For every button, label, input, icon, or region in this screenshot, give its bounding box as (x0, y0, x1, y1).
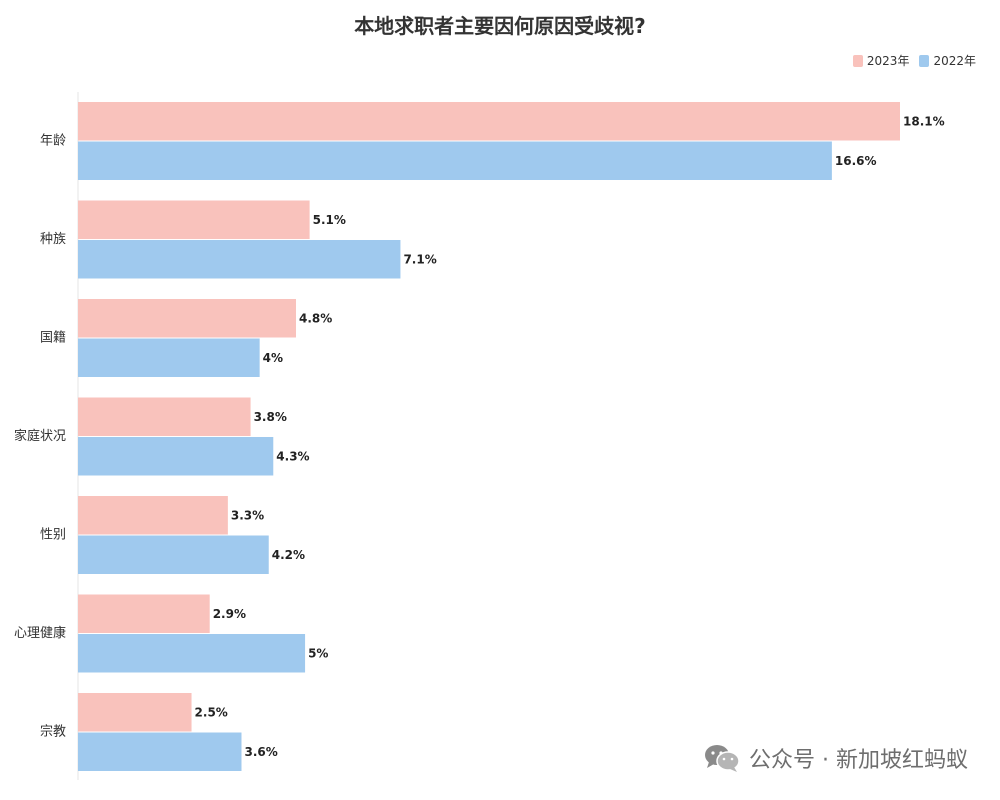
category-label: 性别 (40, 528, 66, 543)
data-label: 3.8% (254, 410, 287, 424)
bar-2023 (78, 102, 900, 141)
category-label: 宗教 (40, 724, 66, 740)
category-label: 心理健康 (14, 625, 66, 641)
bar-2022 (78, 634, 306, 673)
legend-label-2023: 2023年 (866, 54, 910, 68)
legend-item-2022: 2022年 (919, 52, 976, 69)
legend-swatch-2022 (919, 54, 930, 67)
data-label: 4.8% (299, 311, 332, 325)
data-label: 16.6% (835, 154, 877, 168)
chart-title: 本地求职者主要因何原因受歧视? (354, 14, 646, 38)
bar-2022 (78, 240, 401, 279)
data-label: 3.6% (244, 745, 277, 759)
data-label: 18.1% (903, 114, 945, 128)
legend-swatch-2023 (852, 54, 863, 67)
data-label: 4% (263, 351, 283, 365)
category-label: 家庭状况 (14, 428, 66, 444)
bar-2023 (78, 693, 192, 732)
data-label: 3.3% (231, 508, 264, 522)
category-label: 种族 (40, 231, 66, 247)
data-label: 2.9% (213, 607, 246, 621)
legend-item-2023: 2023年 (852, 52, 910, 69)
watermark-text: 公众号 · 新加坡红蚂蚁 (749, 748, 968, 773)
chart-legend: 2023年 2022年 (852, 52, 976, 69)
bar-2023 (78, 496, 228, 535)
bar-2022 (78, 141, 832, 180)
data-label: 5% (308, 646, 328, 660)
bar-2022 (78, 732, 242, 771)
legend-label-2022: 2022年 (933, 54, 976, 68)
watermark: 公众号 · 新加坡红蚂蚁 (703, 742, 968, 774)
bar-2023 (78, 299, 296, 338)
data-label: 4.3% (276, 449, 309, 463)
data-label: 2.5% (195, 705, 228, 719)
bar-2023 (78, 200, 310, 239)
bar-2023 (78, 397, 251, 436)
category-label: 国籍 (40, 330, 66, 346)
data-label: 4.2% (272, 548, 305, 562)
data-label: 7.1% (403, 252, 436, 266)
bar-2022 (78, 437, 274, 476)
wechat-icon (703, 743, 741, 773)
bar-2022 (78, 338, 260, 377)
bar-2023 (78, 594, 210, 633)
category-label: 年龄 (40, 134, 66, 149)
bar-2022 (78, 535, 269, 574)
data-label: 5.1% (313, 213, 346, 227)
